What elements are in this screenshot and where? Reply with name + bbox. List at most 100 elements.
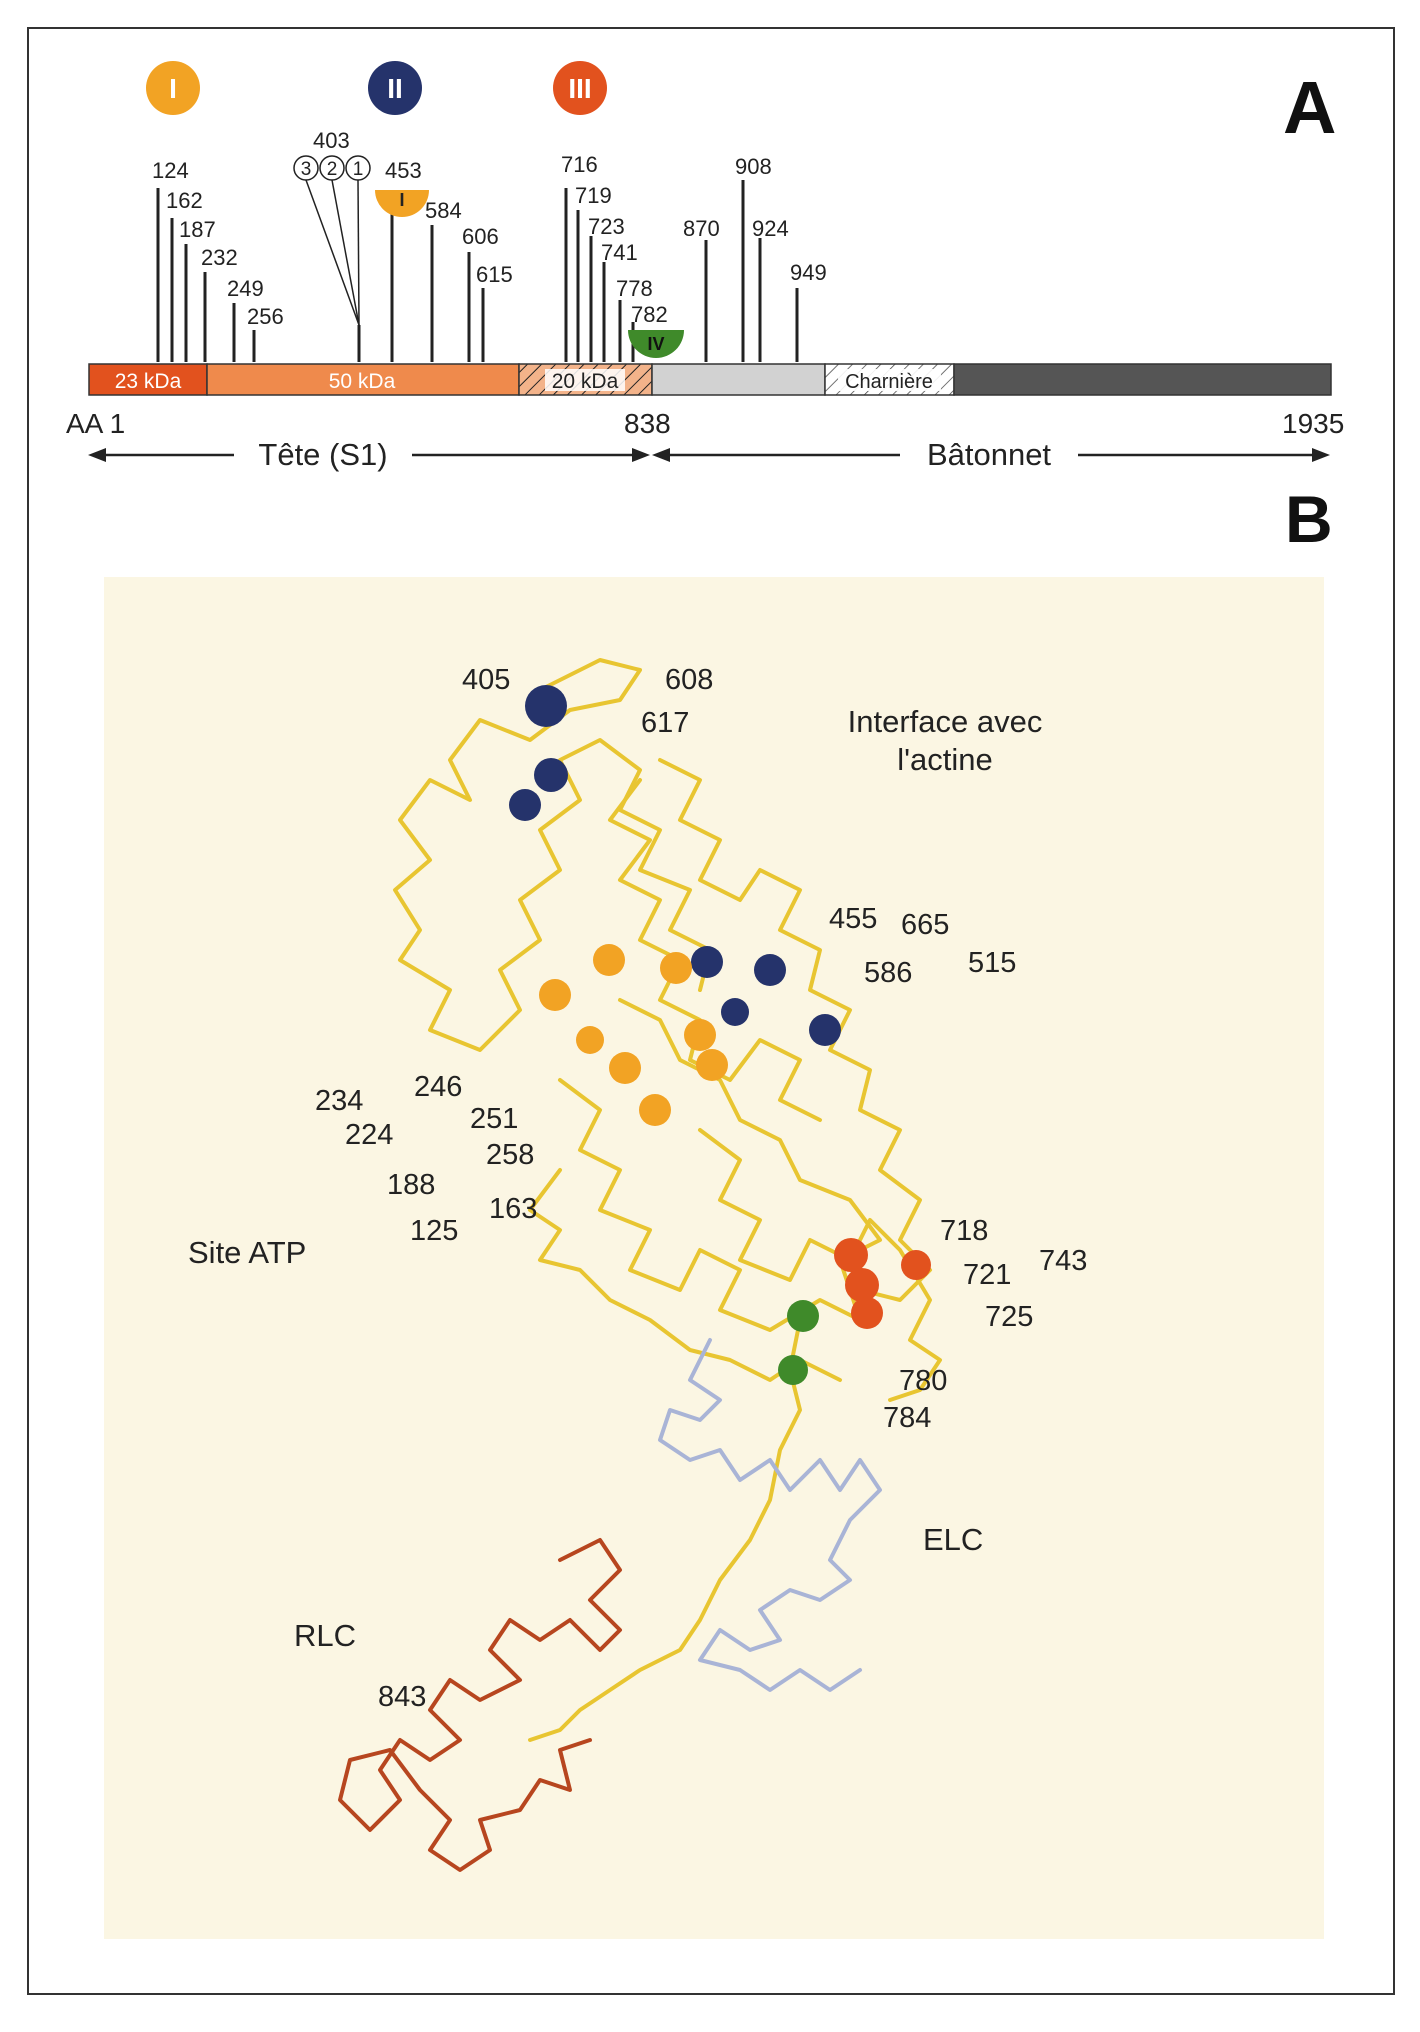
b-label-251: 251 — [470, 1103, 518, 1135]
circled-connectors — [305, 179, 360, 326]
b-label-586: 586 — [864, 957, 912, 989]
circled-1 — [345, 155, 371, 181]
group-marker-i: I — [146, 61, 200, 115]
sphere-721 — [845, 1268, 879, 1302]
connector-2 — [331, 179, 360, 326]
label-453: 453 — [385, 158, 422, 183]
group-marker-iii-label: III — [568, 73, 591, 104]
segment-23kda-label: 23 kDa — [115, 370, 182, 393]
heavy-chain-trace-1 — [393, 658, 712, 1052]
b-label-224: 224 — [345, 1119, 393, 1151]
sphere-405 — [525, 685, 567, 727]
b-label-780: 780 — [899, 1365, 947, 1397]
sphere-515 — [809, 1014, 841, 1046]
rod-arrowhead-right — [1312, 448, 1330, 462]
rod-arrowhead-left — [652, 448, 670, 462]
b-label-258: 258 — [486, 1139, 534, 1171]
label-716: 716 — [561, 152, 598, 177]
label-584: 584 — [425, 198, 462, 223]
segment-20kda-label: 20 kDa — [552, 370, 619, 393]
group-marker-ii: II — [368, 61, 422, 115]
b-label-718: 718 — [940, 1215, 988, 1247]
sphere-224 — [593, 944, 625, 976]
circled-numbers: 3 2 1 — [293, 155, 371, 181]
circled-1-label: 1 — [353, 159, 364, 180]
head-arrowhead-right — [632, 448, 650, 462]
sphere-780 — [787, 1300, 819, 1332]
panel-a-label: A — [1283, 66, 1336, 149]
heavy-chain-trace-6 — [608, 778, 822, 1122]
segment-50kda-label: 50 kDa — [329, 370, 396, 393]
group-marker-ii-circle — [368, 61, 422, 115]
sphere-665 — [754, 954, 786, 986]
label-723: 723 — [588, 214, 625, 239]
segment-hinge-label: Charnière — [845, 371, 933, 393]
label-187: 187 — [179, 217, 216, 242]
label-256: 256 — [247, 304, 284, 329]
b-label-743: 743 — [1039, 1245, 1087, 1277]
b-label-interface-line2: l'actine — [897, 742, 993, 777]
group-marker-i-label: I — [169, 73, 177, 104]
label-949: 949 — [790, 260, 827, 285]
label-162: 162 — [166, 188, 203, 213]
sphere-617 — [509, 789, 541, 821]
badge-iv-shape — [628, 330, 684, 358]
b-label-608: 608 — [665, 664, 713, 696]
mutation-labels: 124 162 187 232 249 256 403 453 584 606 … — [152, 128, 827, 329]
label-782: 782 — [631, 302, 668, 327]
spheres-group-iii — [834, 1238, 931, 1329]
spheres-group-i — [539, 944, 728, 1126]
axis-end: 1935 — [1282, 408, 1344, 439]
circled-3-label: 3 — [301, 159, 312, 180]
group-marker-iii: III — [553, 61, 607, 115]
sphere-743 — [901, 1250, 931, 1280]
label-870: 870 — [683, 216, 720, 241]
group-marker-i-circle — [146, 61, 200, 115]
heavy-chain-trace-2 — [658, 758, 932, 1302]
sphere-251 — [684, 1019, 716, 1051]
sphere-725 — [851, 1297, 883, 1329]
sphere-125 — [576, 1026, 604, 1054]
sphere-784 — [778, 1355, 808, 1385]
b-label-interface-line1: Interface avec — [848, 704, 1043, 739]
sphere-455 — [691, 946, 723, 978]
b-label-246: 246 — [414, 1071, 462, 1103]
myosin-bar: 23 kDa 50 kDa 20 kDa Charnière — [88, 363, 1332, 396]
badge-i-shape — [375, 190, 429, 217]
label-232: 232 — [201, 245, 238, 270]
b-label-163: 163 — [489, 1193, 537, 1225]
label-615: 615 — [476, 262, 513, 287]
region-arrows — [88, 448, 1330, 462]
axis-start: AA 1 — [66, 408, 125, 439]
segment-23kda — [88, 363, 208, 396]
elc-trace — [658, 1338, 882, 1692]
heavy-chain-trace-5 — [528, 1168, 842, 1382]
segment-20kda-label-bg — [545, 369, 625, 391]
figure-frame — [27, 27, 1395, 1995]
b-label-234: 234 — [315, 1085, 363, 1117]
spheres-group-iv — [778, 1300, 819, 1385]
panel-b: B — [104, 482, 1333, 1939]
badge-i: I — [375, 190, 429, 217]
b-label-665: 665 — [901, 909, 949, 941]
label-124: 124 — [152, 158, 189, 183]
badge-iv-label: IV — [647, 334, 664, 354]
label-741: 741 — [601, 240, 638, 265]
circled-2-label: 2 — [327, 159, 338, 180]
spheres-group-ii — [509, 685, 841, 1046]
b-label-125: 125 — [410, 1215, 458, 1247]
segment-hinge-label-bg — [838, 369, 941, 391]
badge-iv: IV — [628, 330, 684, 358]
circled-2 — [319, 155, 345, 181]
group-marker-iii-circle — [553, 61, 607, 115]
label-908: 908 — [735, 154, 772, 179]
axis-mid: 838 — [624, 408, 671, 439]
group-marker-ii-label: II — [387, 73, 403, 104]
sphere-246 — [660, 952, 692, 984]
rlc-trace — [338, 1538, 622, 1872]
b-label-elc: ELC — [923, 1522, 983, 1557]
b-label-784: 784 — [883, 1402, 931, 1434]
b-label-188: 188 — [387, 1169, 435, 1201]
segment-lmm — [953, 363, 1332, 396]
b-label-721: 721 — [963, 1259, 1011, 1291]
